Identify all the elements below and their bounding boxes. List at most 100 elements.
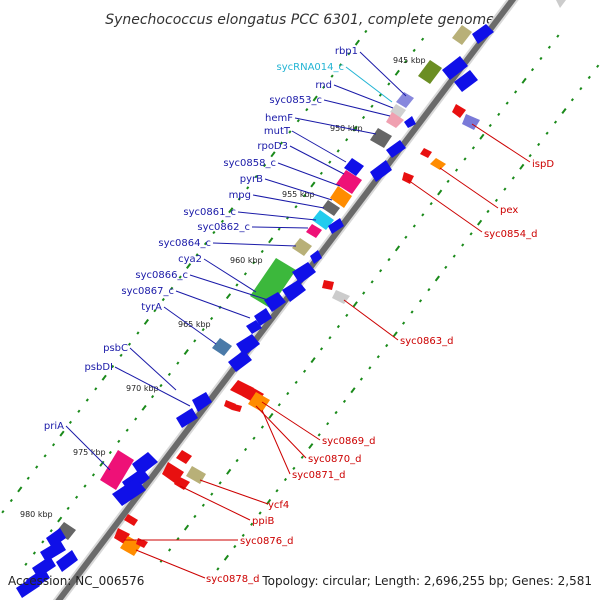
feature-hemF[interactable] bbox=[370, 128, 392, 148]
feature-arrow-3[interactable] bbox=[454, 70, 478, 92]
feature-mpg[interactable] bbox=[322, 200, 340, 216]
feature-syc0858_c[interactable] bbox=[336, 170, 362, 194]
gene-label-rpoD3[interactable]: rpoD3 bbox=[257, 141, 288, 152]
gene-label-syc0867_c[interactable]: syc0867_c bbox=[121, 286, 174, 297]
feature-arrow-16[interactable] bbox=[56, 550, 78, 572]
feature-top-olive[interactable] bbox=[452, 25, 472, 45]
feature-arrow-7[interactable] bbox=[254, 308, 272, 326]
feature-syc0854_d[interactable] bbox=[402, 172, 414, 184]
tick-mark bbox=[437, 189, 443, 196]
feature-mutT[interactable] bbox=[344, 158, 364, 176]
feature-syc0861_c[interactable] bbox=[312, 210, 334, 230]
gene-label-cya2[interactable]: cya2 bbox=[178, 254, 202, 265]
gene-label-tyrA[interactable]: tyrA bbox=[141, 302, 162, 313]
feature-rpoD3[interactable] bbox=[370, 160, 392, 182]
feature-small-red-3[interactable] bbox=[124, 514, 138, 526]
feature-arrow-2[interactable] bbox=[442, 56, 468, 80]
tick-mark bbox=[596, 64, 600, 68]
gene-label-syc0864_c[interactable]: syc0864_c bbox=[158, 238, 211, 249]
feature-steel[interactable] bbox=[212, 338, 232, 356]
feature-tyrA[interactable] bbox=[264, 292, 286, 312]
gene-label-pex[interactable]: pex bbox=[500, 205, 518, 216]
gene-label-ispD[interactable]: ispD bbox=[532, 159, 554, 170]
gene-label-ppiB[interactable]: ppiB bbox=[252, 516, 274, 527]
tick-mark bbox=[9, 498, 13, 503]
gene-label-hemF[interactable]: hemF bbox=[265, 113, 293, 124]
feature-syc0863_d-arrow[interactable] bbox=[322, 280, 334, 290]
feature-syc0853_c[interactable] bbox=[386, 112, 404, 128]
feature-arrow-6[interactable] bbox=[310, 250, 322, 264]
feature-arrow-14[interactable] bbox=[46, 528, 66, 548]
gene-label-syc0870_d[interactable]: syc0870_d bbox=[308, 454, 361, 465]
feature-small-red-2[interactable] bbox=[232, 404, 242, 412]
feature-rnd[interactable] bbox=[390, 104, 406, 118]
feature-top-arrow-1[interactable] bbox=[472, 24, 494, 44]
gene-label-syc0853_c[interactable]: syc0853_c bbox=[269, 95, 322, 106]
feature-arrow-10[interactable] bbox=[176, 408, 198, 428]
feature-syc0864_c[interactable] bbox=[292, 238, 312, 256]
feature-cya2[interactable] bbox=[250, 258, 296, 308]
feature-psbDI[interactable] bbox=[192, 392, 212, 412]
gene-label-rnd[interactable]: rnd bbox=[315, 80, 332, 91]
feature-ycf4[interactable] bbox=[186, 466, 206, 484]
gene-label-mpg[interactable]: mpg bbox=[229, 190, 251, 201]
tick-mark bbox=[35, 465, 39, 469]
feature-top-grey[interactable] bbox=[556, 0, 566, 8]
feature-grey-bottom[interactable] bbox=[56, 522, 76, 540]
feature-syc0867_c[interactable] bbox=[282, 280, 306, 302]
gene-label-syc0863_d[interactable]: syc0863_d bbox=[400, 336, 453, 347]
feature-arrow-4[interactable] bbox=[386, 140, 406, 158]
feature-arrow-5[interactable] bbox=[328, 218, 344, 234]
gene-label-syc0854_d[interactable]: syc0854_d bbox=[484, 229, 537, 240]
gene-label-sycRNA014_c[interactable]: sycRNA014_c bbox=[277, 62, 344, 73]
tick-mark bbox=[556, 34, 560, 38]
feature-arrow-11[interactable] bbox=[132, 452, 158, 476]
feature-syc0866_c[interactable] bbox=[292, 262, 316, 284]
feature-pex-arrow[interactable] bbox=[420, 148, 432, 158]
gene-label-rbp1[interactable]: rbp1 bbox=[335, 46, 358, 57]
feature-syc0871_d[interactable] bbox=[248, 392, 270, 412]
feature-arrow-13[interactable] bbox=[112, 478, 146, 506]
gene-label-syc0878_d[interactable]: syc0878_d bbox=[206, 574, 259, 585]
feature-pex[interactable] bbox=[430, 158, 446, 170]
gene-label-syc0862_c[interactable]: syc0862_c bbox=[197, 222, 250, 233]
tick-mark bbox=[296, 119, 300, 123]
gene-label-psbC[interactable]: psbC bbox=[103, 343, 128, 354]
feature-pyrB[interactable] bbox=[330, 186, 352, 208]
feature-arrow-15[interactable] bbox=[40, 540, 66, 562]
tick-mark bbox=[170, 286, 174, 291]
feature-arrow-8[interactable] bbox=[246, 320, 262, 334]
gene-label-syc0869_d[interactable]: syc0869_d bbox=[322, 436, 375, 447]
feature-psbC[interactable] bbox=[228, 350, 252, 372]
gene-label-psbDI[interactable]: psbDI bbox=[84, 362, 113, 373]
feature-arrow-19[interactable] bbox=[16, 576, 40, 598]
feature-sycRNA014_c[interactable] bbox=[396, 92, 414, 108]
gene-label-ycf4[interactable]: ycf4 bbox=[268, 500, 289, 511]
gene-label-mutT[interactable]: mutT bbox=[264, 126, 291, 137]
gene-label-syc0876_d[interactable]: syc0876_d bbox=[240, 536, 293, 547]
tick-mark bbox=[519, 163, 525, 170]
tick-mark bbox=[305, 107, 309, 112]
gene-label-syc0858_c[interactable]: syc0858_c bbox=[223, 158, 276, 169]
gene-label-syc0861_c[interactable]: syc0861_c bbox=[183, 207, 236, 218]
tick-mark bbox=[75, 495, 79, 499]
tick-mark bbox=[486, 209, 490, 214]
tick-mark bbox=[378, 93, 382, 97]
feature-small-arrow[interactable] bbox=[404, 116, 416, 128]
feature-ppiB[interactable] bbox=[174, 476, 190, 490]
feature-syc0878_d[interactable] bbox=[120, 536, 142, 556]
feature-syc0862_c[interactable] bbox=[306, 224, 322, 238]
feature-priA[interactable] bbox=[100, 450, 134, 490]
gene-label-pyrB[interactable]: pyrB bbox=[240, 174, 263, 185]
feature-rbp1[interactable] bbox=[418, 60, 442, 84]
tick-mark bbox=[77, 409, 81, 413]
kbp-label: 960 kbp bbox=[230, 256, 263, 265]
feature-ycf4-arrow[interactable] bbox=[176, 450, 192, 464]
gene-label-syc0866_c[interactable]: syc0866_c bbox=[135, 270, 188, 281]
tick-mark bbox=[193, 514, 197, 519]
gene-label-priA[interactable]: priA bbox=[44, 421, 64, 432]
tick-mark bbox=[370, 280, 374, 284]
gene-label-syc0871_d[interactable]: syc0871_d bbox=[292, 470, 345, 481]
feature-ispD-arrow[interactable] bbox=[452, 104, 466, 118]
feature-arrow-9[interactable] bbox=[236, 334, 260, 356]
